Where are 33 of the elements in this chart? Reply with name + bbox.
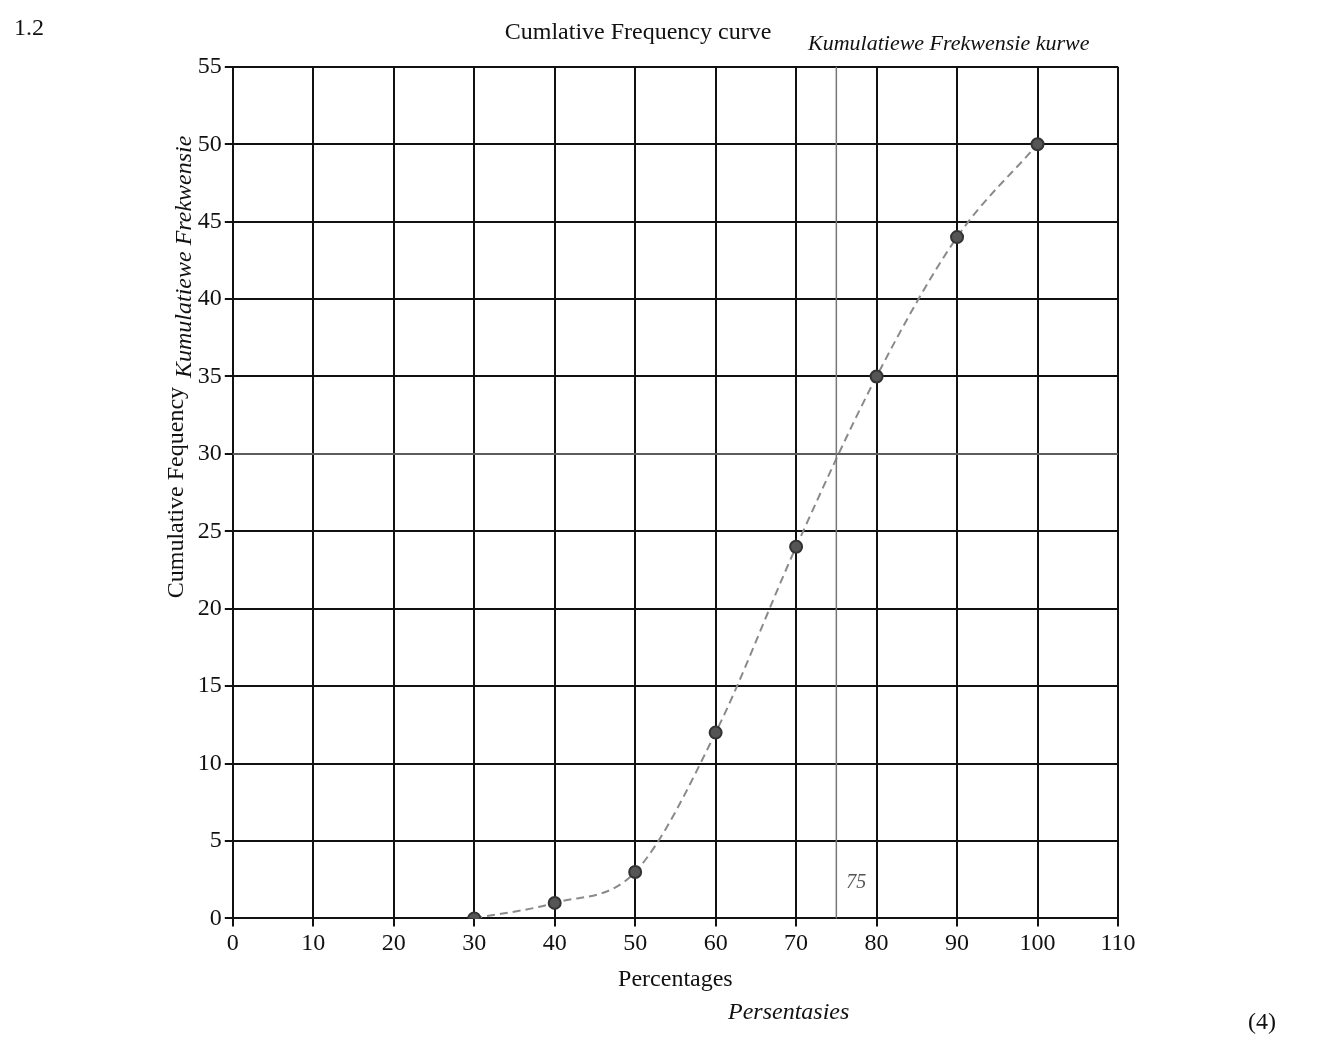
x-tick-label: 100: [1019, 929, 1056, 956]
y-tick-label: 25: [197, 516, 222, 543]
x-tick-label: 70: [784, 929, 809, 956]
y-tick-label: 35: [197, 361, 222, 388]
x-tick-label: 50: [623, 929, 648, 956]
x-tick-label: 40: [542, 929, 567, 956]
y-axis-title: Cumulative Fequency: [161, 386, 188, 599]
y-tick-label: 55: [197, 52, 222, 79]
ref-line-label: 75: [846, 870, 867, 893]
chart-title: Cumlative Frequency curve: [504, 17, 772, 44]
y-tick-label: 0: [209, 903, 222, 930]
x-tick-label: 90: [945, 929, 970, 956]
x-axis-title: Percentages: [618, 964, 733, 991]
x-tick-label: 20: [381, 929, 406, 956]
y-tick-label: 10: [197, 748, 222, 775]
y-tick-label: 45: [197, 206, 222, 233]
y-tick-label: 15: [197, 671, 222, 698]
text: Kumulatiewe Frekwensie: [170, 135, 197, 378]
y-tick-label: 5: [209, 826, 222, 853]
y-tick-label: 50: [197, 129, 222, 156]
y-tick-label: 40: [197, 284, 222, 311]
x-tick-label: 10: [301, 929, 326, 956]
x-tick-label: 0: [226, 929, 239, 956]
x-tick-label: 80: [864, 929, 889, 956]
y-tick-label: 20: [197, 594, 222, 621]
x-tick-label: 110: [1100, 929, 1136, 956]
x-tick-label: 60: [703, 929, 728, 956]
chart-subtitle: Kumulatiewe Frekwensie kurwe: [808, 30, 1090, 56]
text: Persentasies: [728, 998, 850, 1025]
x-tick-label: 30: [462, 929, 487, 956]
text: 1.2: [14, 14, 44, 41]
text: (4): [1248, 1008, 1276, 1035]
y-tick-label: 30: [197, 439, 222, 466]
